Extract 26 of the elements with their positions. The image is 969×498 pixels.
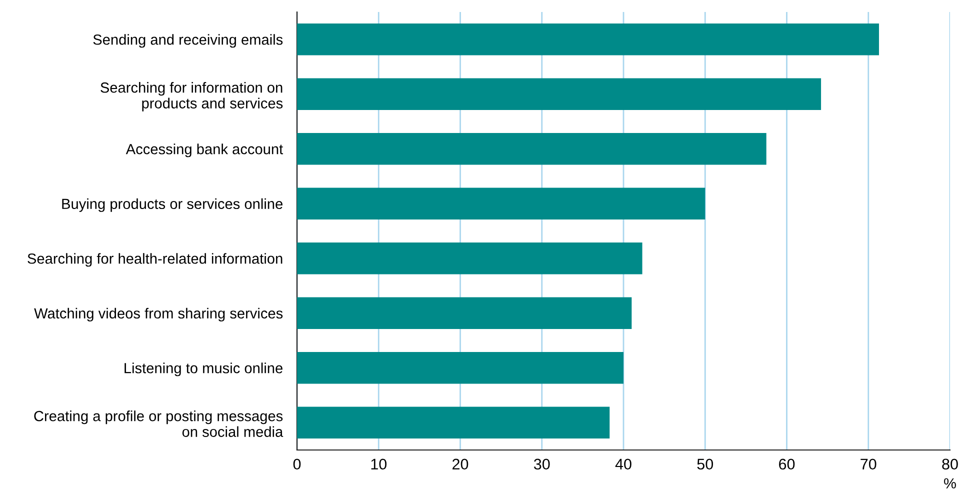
x-tick-label: 80 [942, 458, 958, 470]
bar [297, 297, 632, 330]
bar [297, 24, 879, 56]
x-tick-label: 50 [697, 458, 714, 470]
y-tick-label: Listening to music online [124, 362, 282, 376]
bar [297, 406, 610, 439]
bar [297, 78, 822, 110]
x-tick-label: 30 [534, 458, 550, 470]
x-tick-label: 20 [452, 458, 468, 470]
x-tick-label: 60 [779, 458, 795, 470]
bar [297, 133, 766, 165]
y-tick-label: Watching videos from sharing services [34, 308, 283, 322]
bar [297, 242, 642, 274]
y-tick-label: Creating a profile or posting messages on social media [34, 410, 284, 437]
y-tick-label: Accessing bank account [126, 144, 284, 158]
y-tick-label: Searching for information on products and services [100, 82, 283, 112]
x-tick-label: 70 [860, 458, 876, 470]
y-tick-label: Buying products or services online [62, 198, 282, 212]
bar [297, 188, 706, 220]
y-tick-label: Sending and receiving emails [93, 34, 283, 48]
x-tick-label: 10 [371, 458, 387, 470]
bar [297, 352, 624, 384]
y-tick-label: Searching for health-related information [28, 253, 282, 267]
x-tick-label: 0 [293, 458, 301, 470]
x-axis-title: % [944, 478, 956, 488]
x-tick-label: 40 [615, 458, 632, 470]
